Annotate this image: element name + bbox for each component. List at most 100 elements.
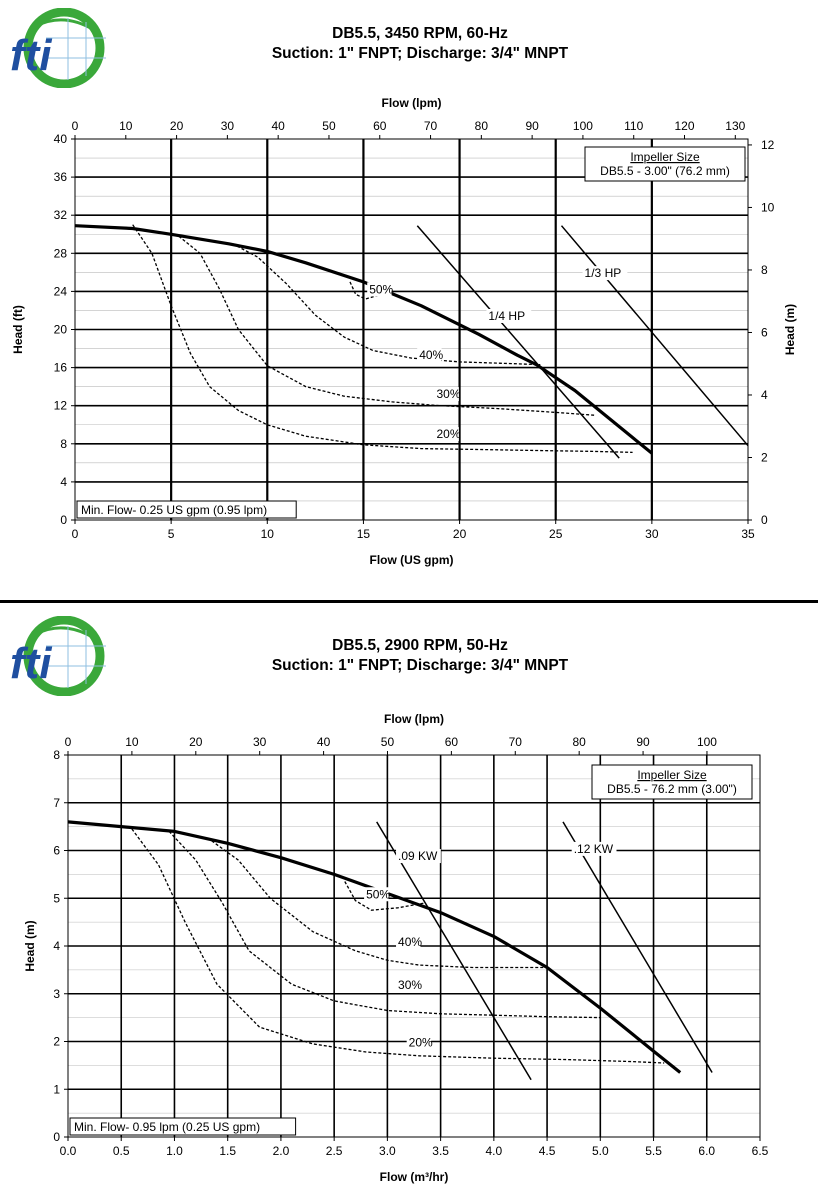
- x-tick-label: 25: [549, 527, 563, 541]
- efficiency-label: 30%: [436, 387, 460, 401]
- y-tick-label: 6: [53, 844, 60, 858]
- x-tick-label: 4.5: [539, 1144, 556, 1158]
- x2-tick-label: 30: [221, 119, 235, 133]
- power-label-bg: [396, 849, 441, 864]
- efficiency-label-bg: [434, 427, 459, 442]
- x-tick-label: 0.5: [113, 1144, 130, 1158]
- power-label-bg: [571, 841, 617, 856]
- y-tick-label: 7: [53, 796, 60, 810]
- fti-logo: fti: [10, 616, 106, 696]
- x2-tick-label: 120: [674, 119, 694, 133]
- x-tick-label: 3.0: [379, 1144, 396, 1158]
- svg-text:fti: fti: [10, 639, 52, 688]
- fti-logo: fti: [10, 8, 106, 88]
- x2-tick-label: 50: [322, 119, 336, 133]
- x2-tick-label: 10: [125, 735, 139, 749]
- impeller-box-title: Impeller Size: [637, 768, 707, 782]
- x-axis-title: Flow (US gpm): [370, 553, 454, 567]
- x2-tick-label: 70: [424, 119, 438, 133]
- x2-tick-label: 40: [271, 119, 285, 133]
- x-tick-label: 6.5: [752, 1144, 769, 1158]
- y-axis-title: Head (ft): [11, 305, 25, 354]
- y-axis-title: Head (m): [23, 920, 37, 971]
- min-flow-box: [76, 500, 297, 519]
- y2-tick-label: 6: [761, 325, 768, 339]
- x-tick-label: 20: [453, 527, 467, 541]
- power-label: 1/3 HP: [585, 266, 622, 280]
- chart-panel-60hz: fti DB5.5, 3450 RPM, 60-Hz Suction: 1" F…: [10, 8, 797, 567]
- x2-tick-label: 20: [170, 119, 184, 133]
- impeller-box: [591, 764, 753, 800]
- x-tick-label: 35: [741, 527, 755, 541]
- y-tick-label: 24: [54, 284, 68, 298]
- x2-tick-label: 40: [317, 735, 331, 749]
- x2-tick-label: 0: [65, 735, 72, 749]
- impeller-box-title: Impeller Size: [630, 150, 700, 164]
- x2-tick-label: 90: [636, 735, 650, 749]
- efficiency-label: 40%: [419, 348, 443, 362]
- x2-tick-label: 110: [624, 119, 643, 133]
- x2-tick-label: 50: [381, 735, 395, 749]
- impeller-box-value: DB5.5 - 3.00" (76.2 mm): [600, 164, 730, 178]
- x-tick-label: 5: [168, 527, 175, 541]
- x2-tick-label: 60: [373, 119, 387, 133]
- y2-tick-label: 2: [761, 450, 768, 464]
- chart-title: DB5.5, 2900 RPM, 50-Hz Suction: 1" FNPT;…: [271, 637, 569, 674]
- efficiency-curve-30: [178, 235, 595, 416]
- svg-text:fti: fti: [10, 31, 52, 80]
- x2-tick-label: 80: [475, 119, 489, 133]
- efficiency-label-bg: [396, 977, 421, 992]
- y2-tick-label: 0: [761, 513, 768, 527]
- y-tick-label: 8: [60, 437, 67, 451]
- y-tick-label: 3: [53, 987, 60, 1001]
- power-line: [416, 225, 620, 459]
- y-tick-label: 20: [54, 323, 68, 337]
- x-tick-label: 5.5: [645, 1144, 662, 1158]
- y-tick-label: 2: [53, 1035, 60, 1049]
- efficiency-curve-20: [131, 828, 665, 1064]
- x2-tick-label: 0: [72, 119, 79, 133]
- impeller-box: [584, 146, 746, 182]
- x-tick-label: 1.5: [219, 1144, 236, 1158]
- efficiency-label: 20%: [436, 427, 460, 441]
- x-tick-label: 5.0: [592, 1144, 609, 1158]
- y-tick-label: 1: [53, 1082, 60, 1096]
- x2-tick-label: 90: [525, 119, 539, 133]
- efficiency-label: 20%: [409, 1035, 433, 1049]
- efficiency-label-bg: [406, 1035, 432, 1050]
- efficiency-curve-40: [211, 840, 548, 969]
- y-tick-label: 40: [54, 132, 68, 146]
- y-tick-label: 5: [53, 891, 60, 905]
- y-tick-label: 28: [54, 246, 68, 260]
- x-tick-label: 6.0: [698, 1144, 715, 1158]
- y-tick-label: 32: [54, 208, 68, 222]
- efficiency-label-bg: [367, 282, 392, 297]
- impeller-box-value: DB5.5 - 76.2 mm (3.00"): [607, 782, 737, 796]
- x2-tick-label: 130: [725, 119, 745, 133]
- efficiency-label: 50%: [369, 282, 393, 296]
- efficiency-label-bg: [364, 887, 389, 902]
- x-tick-label: 2.5: [326, 1144, 343, 1158]
- y-tick-label: 4: [53, 939, 60, 953]
- x2-tick-label: 10: [119, 119, 133, 133]
- chart-title: DB5.5, 3450 RPM, 60-Hz Suction: 1" FNPT;…: [271, 25, 569, 62]
- x-axis-title: Flow (m³/hr): [380, 1170, 449, 1184]
- x2-axis-title: Flow (lpm): [382, 96, 442, 110]
- y-tick-label: 0: [60, 513, 67, 527]
- power-label-bg: [486, 308, 532, 323]
- x2-axis-title: Flow (lpm): [384, 712, 444, 726]
- efficiency-curve-40: [232, 243, 541, 366]
- y2-axis-title: Head (m): [783, 304, 797, 355]
- y2-tick-label: 12: [761, 138, 775, 152]
- power-line: [562, 821, 713, 1073]
- efficiency-curve-30: [168, 830, 601, 1019]
- y-tick-label: 36: [54, 170, 68, 184]
- x-tick-label: 30: [645, 527, 659, 541]
- min-flow-note: Min. Flow- 0.25 US gpm (0.95 lpm): [81, 503, 267, 517]
- power-label: .12 KW: [574, 842, 614, 856]
- x2-tick-label: 100: [697, 735, 717, 749]
- efficiency-label-bg: [396, 935, 421, 949]
- power-line: [560, 225, 749, 447]
- min-flow-note: Min. Flow- 0.95 lpm (0.25 US gpm): [74, 1120, 260, 1134]
- y2-tick-label: 4: [761, 388, 768, 402]
